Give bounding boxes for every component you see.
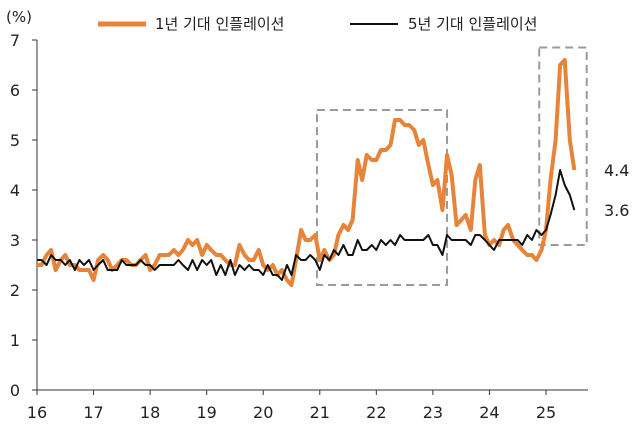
- x-tick-label: 20: [253, 403, 273, 422]
- series-lines: [37, 58, 577, 287]
- end-value-labels: 4.4 3.6: [604, 161, 629, 220]
- x-tick-label: 16: [27, 403, 47, 422]
- legend-label-5y: 5년 기대 인플레이션: [408, 15, 537, 33]
- chart-legend: 1년 기대 인플레이션 5년 기대 인플레이션: [98, 15, 537, 33]
- x-tick-label: 25: [536, 403, 556, 422]
- end-label-1y: 4.4: [604, 161, 629, 180]
- x-tick-label: 24: [479, 403, 499, 422]
- x-tick-label: 22: [366, 403, 386, 422]
- highlight-boxes: [315, 46, 588, 286]
- y-tick-label: 0: [10, 381, 20, 400]
- y-tick-label: 1: [10, 331, 20, 350]
- y-axis: 0 1 2 3 4 5 6 7: [10, 31, 38, 400]
- x-tick-label: 19: [196, 403, 216, 422]
- y-tick-label: 6: [10, 81, 20, 100]
- end-label-5y: 3.6: [604, 201, 629, 220]
- y-tick-label: 2: [10, 281, 20, 300]
- x-tick-label: 17: [83, 403, 103, 422]
- legend-label-1y: 1년 기대 인플레이션: [155, 15, 284, 33]
- y-tick-label: 7: [10, 31, 20, 50]
- x-tick-label: 21: [310, 403, 330, 422]
- highlight-box: [315, 109, 449, 286]
- series-line-1y: [37, 58, 577, 287]
- y-tick-label: 5: [10, 131, 20, 150]
- y-tick-label: 4: [10, 181, 20, 200]
- x-axis: 16 17 18 19 20 21 22 23 24 25: [27, 389, 588, 422]
- y-axis-unit-label: (%): [6, 8, 32, 26]
- series-line-5y: [37, 169, 576, 281]
- x-tick-label: 23: [423, 403, 443, 422]
- y-tick-label: 3: [10, 231, 20, 250]
- x-tick-label: 18: [140, 403, 160, 422]
- highlight-box: [538, 46, 588, 246]
